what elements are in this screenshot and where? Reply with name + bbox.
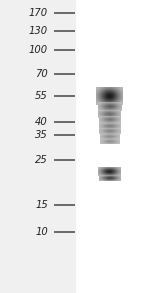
Text: 25: 25 bbox=[35, 155, 48, 165]
Bar bbox=[0, 0, 75, 293]
Text: 170: 170 bbox=[29, 8, 48, 18]
Text: 40: 40 bbox=[35, 117, 48, 127]
Text: 100: 100 bbox=[29, 45, 48, 55]
Text: 35: 35 bbox=[35, 130, 48, 140]
Text: 70: 70 bbox=[35, 69, 48, 79]
Text: 55: 55 bbox=[35, 91, 48, 101]
Text: 10: 10 bbox=[35, 227, 48, 237]
Text: 15: 15 bbox=[35, 200, 48, 210]
Text: 130: 130 bbox=[29, 26, 48, 36]
